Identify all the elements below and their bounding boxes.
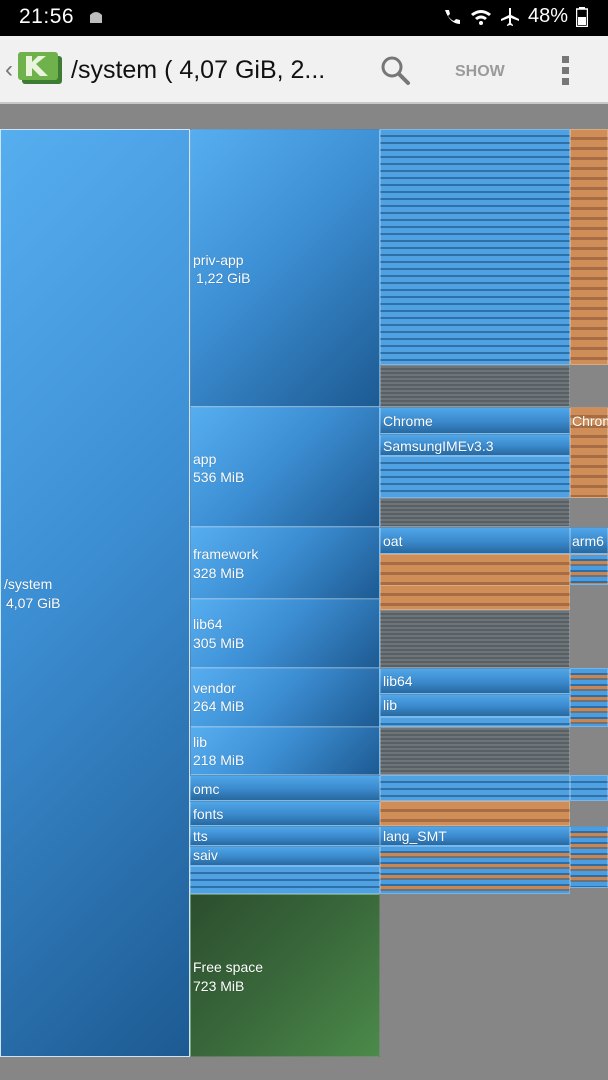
- subfolder-name: lib64: [383, 673, 413, 689]
- lib-files[interactable]: [380, 727, 570, 775]
- battery-percent: 48%: [527, 5, 568, 27]
- free-space-size: 723 MiB: [193, 978, 245, 994]
- folder-size: 328 MiB: [193, 565, 245, 581]
- root-size: 4,07 GiB: [6, 595, 61, 611]
- folder-name: lib64: [193, 616, 223, 632]
- subfolder-name: lang_SMT: [383, 828, 447, 844]
- wifi-icon: [470, 9, 491, 25]
- folder-name: saiv: [193, 847, 218, 863]
- saiv-children[interactable]: [380, 846, 570, 894]
- app-logo[interactable]: [18, 52, 64, 86]
- subfolder-samsungime[interactable]: [380, 434, 570, 456]
- subfolder-vendor-lib64[interactable]: [380, 668, 570, 694]
- framework-jars[interactable]: [380, 585, 570, 610]
- show-button[interactable]: SHOW: [455, 63, 505, 80]
- call-icon: [444, 9, 460, 24]
- status-bar: 21:56 48%: [0, 0, 608, 36]
- folder-framework[interactable]: [190, 527, 380, 599]
- app-files[interactable]: [380, 498, 570, 527]
- priv-app-grandchildren[interactable]: [570, 129, 608, 365]
- subfolder-chrome[interactable]: [380, 407, 570, 434]
- framework-grandchildren[interactable]: [570, 554, 608, 585]
- overflow-menu-icon[interactable]: [562, 56, 570, 86]
- folder-omc[interactable]: [190, 775, 380, 801]
- folder-fonts[interactable]: [190, 801, 380, 826]
- folder-name: priv-app: [193, 252, 244, 268]
- vendor-grandchildren[interactable]: [570, 668, 608, 727]
- folder-name: framework: [193, 546, 259, 562]
- free-space-name: Free space: [193, 959, 264, 975]
- omc-grandchildren[interactable]: [570, 775, 608, 801]
- page-title: /system ( 4,07 GiB, 2...: [71, 56, 326, 84]
- app-children[interactable]: [380, 456, 570, 498]
- subfolder-lang-smt[interactable]: [380, 826, 570, 846]
- subfolder-name: SamsungIMEv3.3: [383, 438, 494, 454]
- folder-name: vendor: [193, 680, 236, 696]
- folder-size: 264 MiB: [193, 698, 245, 714]
- folder-name: lib: [193, 734, 208, 750]
- folder-lib[interactable]: [190, 727, 380, 775]
- folder-size: 218 MiB: [193, 752, 245, 768]
- vendor-files[interactable]: [380, 717, 570, 727]
- tts-grandchildren[interactable]: [570, 826, 608, 888]
- folder-size: 536 MiB: [193, 469, 245, 485]
- battery-icon: [576, 6, 588, 27]
- subfolder-vendor-lib[interactable]: [380, 694, 570, 717]
- folder-small-items[interactable]: [190, 866, 380, 894]
- priv-app-files[interactable]: [380, 365, 570, 407]
- priv-app-children[interactable]: [380, 129, 570, 365]
- subfolder-name: oat: [383, 533, 403, 549]
- folder-lib64[interactable]: [190, 599, 380, 668]
- fonts-files[interactable]: [380, 801, 570, 826]
- folder-name: tts: [193, 828, 208, 844]
- folder-name: fonts: [193, 806, 224, 822]
- folder-app[interactable]: [190, 407, 380, 527]
- status-icons: 48%: [442, 5, 588, 28]
- folder-vendor[interactable]: [190, 668, 380, 727]
- free-space[interactable]: [190, 894, 380, 1057]
- status-time: 21:56: [19, 5, 75, 28]
- folder-priv-app[interactable]: [190, 129, 380, 407]
- app-toolbar: ‹ /system ( 4,07 GiB, 2... SHOW: [0, 36, 608, 104]
- folder-tts[interactable]: [190, 826, 380, 846]
- folder-size: 305 MiB: [193, 635, 245, 651]
- subfolder-name: lib: [383, 697, 398, 713]
- subfolder-oat[interactable]: [380, 527, 570, 554]
- back-chevron-icon[interactable]: ‹: [5, 56, 13, 83]
- lib64-files[interactable]: [380, 610, 570, 668]
- android-icon: [90, 12, 102, 23]
- search-icon[interactable]: [379, 54, 411, 86]
- treemap-root[interactable]: [0, 129, 190, 1057]
- subfolder-name: Chrome: [383, 413, 433, 429]
- folder-name: omc: [193, 781, 220, 797]
- root-name: /system: [4, 576, 53, 592]
- folder-saiv[interactable]: [190, 846, 380, 866]
- subfolder-name: Chrom: [572, 413, 608, 429]
- airplane-icon: [500, 7, 519, 26]
- omc-children[interactable]: [380, 775, 570, 801]
- folder-size: 1,22 GiB: [196, 270, 251, 286]
- subfolder-name: arm6: [572, 533, 604, 549]
- folder-name: app: [193, 451, 217, 467]
